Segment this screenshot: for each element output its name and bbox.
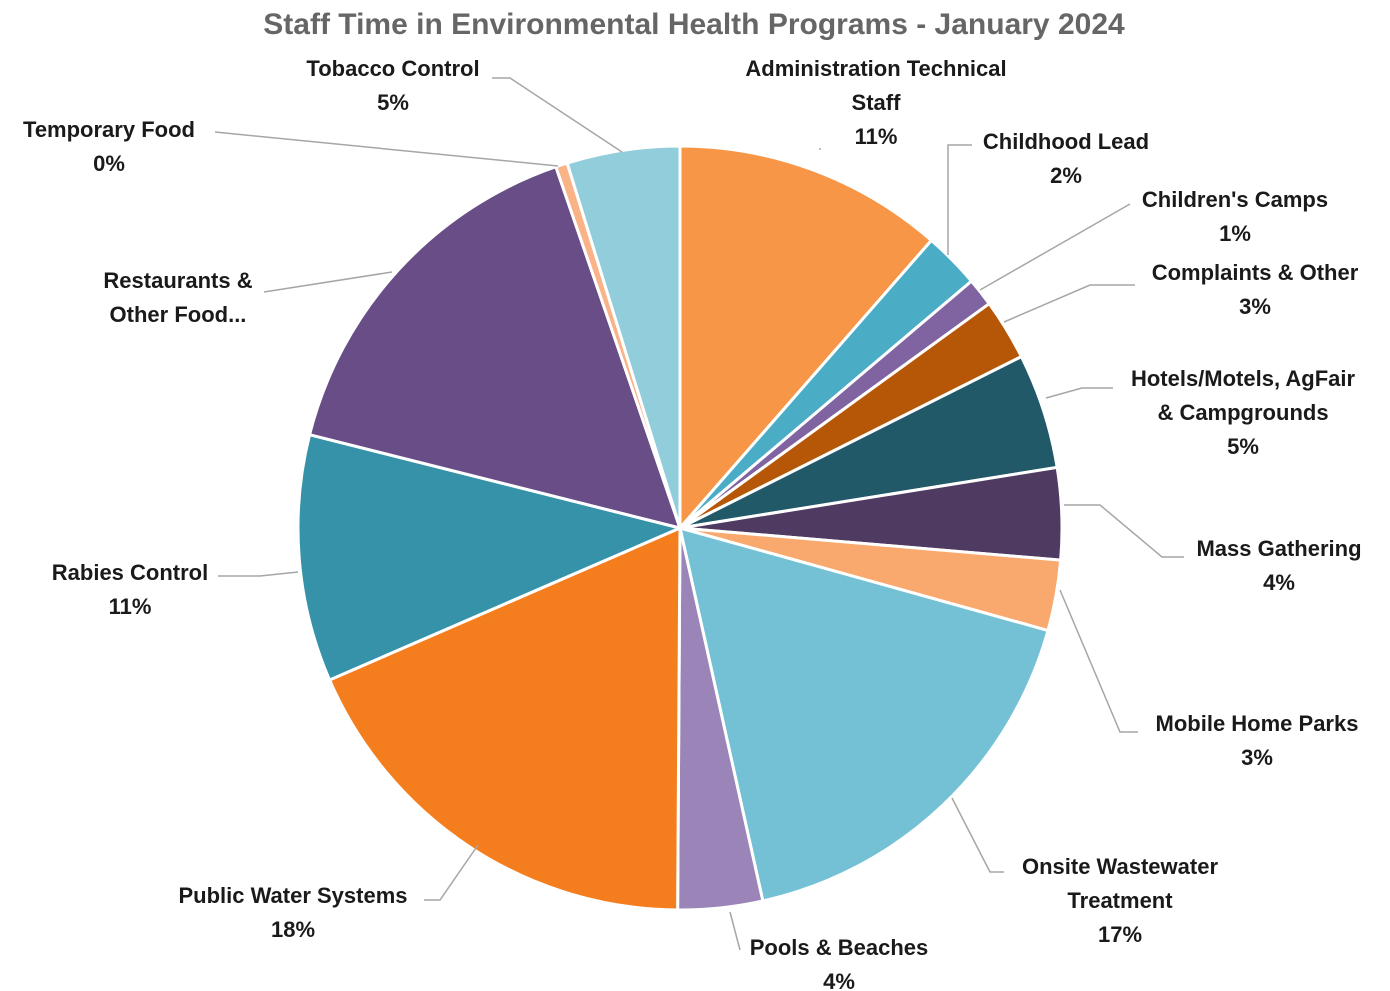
slice-label: Rabies Control 11%	[52, 560, 208, 619]
slice-percent: 3%	[1241, 745, 1273, 770]
slice-percent: 2%	[1050, 163, 1082, 188]
slice-label: Public Water Systems 18%	[178, 883, 407, 942]
leader-line	[214, 131, 559, 167]
leader-line	[979, 203, 1131, 291]
slice-label: Temporary Food 0%	[23, 117, 195, 176]
slice-percent: 5%	[377, 90, 409, 115]
leader-line	[424, 844, 479, 901]
chart-title: Staff Time in Environmental Health Progr…	[263, 8, 1125, 41]
slice-percent: 18%	[271, 917, 315, 942]
pie-slice	[307, 164, 683, 531]
pie-slice	[327, 525, 682, 912]
pie-slice	[296, 432, 685, 682]
slice-label: Pools & Beaches 4%	[750, 935, 929, 991]
slice-label: Mobile Home Parks 3%	[1156, 711, 1359, 770]
slice-percent: 0%	[93, 151, 125, 176]
leader-line	[951, 797, 1004, 873]
leader-line	[1064, 504, 1184, 558]
pie-slice	[677, 525, 1050, 903]
leader-lines	[214, 77, 1184, 951]
leader-line	[947, 144, 972, 255]
pie-slice	[678, 144, 934, 532]
leader-line	[263, 271, 393, 293]
slice-percent: 5%	[1227, 434, 1259, 459]
slice-percent: 3%	[1239, 294, 1271, 319]
slice-label: Restaurants &Other Food...16%	[103, 268, 252, 361]
slice-percent: 11%	[855, 124, 898, 149]
slice-percent: 4%	[1263, 570, 1295, 595]
slice-labels: Administration Technical Staff 11% Childhoo…	[23, 56, 1362, 991]
slice-percent: 1%	[1219, 221, 1251, 246]
pie-slices	[296, 144, 1064, 912]
slice-label: Tobacco Control 5%	[306, 56, 479, 115]
leader-line	[1045, 387, 1113, 399]
leader-line	[492, 77, 623, 153]
slice-label: Onsite Wastewater Treatment 17%	[1022, 854, 1218, 947]
slice-label: Complaints & Other 3%	[1152, 260, 1359, 319]
slice-percent: 17%	[1098, 922, 1142, 947]
slice-percent: 11%	[109, 594, 152, 619]
slice-label: Mass Gathering 4%	[1196, 536, 1361, 595]
leader-line	[1003, 284, 1135, 323]
pie-slice	[565, 144, 682, 529]
slice-percent: 4%	[823, 969, 855, 991]
leader-line	[729, 911, 741, 951]
slice-label: Children's Camps 1%	[1142, 187, 1328, 246]
slice-label: Administration Technical Staff 11%	[745, 56, 1006, 149]
slice-label: Childhood Lead 2%	[983, 129, 1149, 188]
slice-label: Hotels/Motels, AgFair & Campgrounds 5%	[1131, 366, 1356, 459]
leader-line	[1059, 589, 1138, 733]
leader-line	[218, 571, 299, 577]
